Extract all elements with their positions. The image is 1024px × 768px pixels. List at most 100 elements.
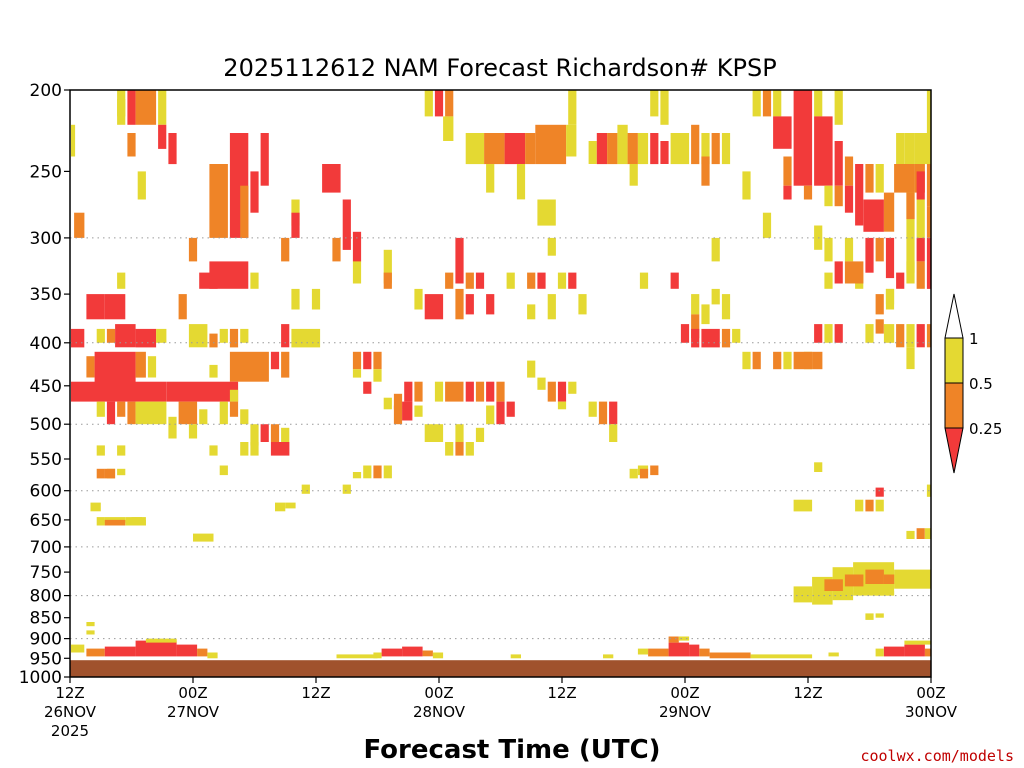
- heatmap-cell: [793, 351, 813, 370]
- heatmap-cell: [168, 133, 177, 165]
- heatmap-cell: [363, 381, 372, 394]
- heatmap-cell: [855, 164, 864, 226]
- heatmap-cell: [678, 636, 690, 641]
- heatmap-cell: [455, 424, 464, 442]
- credit-text: coolwx.com/models: [860, 747, 1014, 765]
- heatmap-cell: [414, 381, 423, 402]
- heatmap-cell: [135, 90, 157, 125]
- heatmap-cell: [342, 199, 351, 250]
- heatmap-cell: [496, 381, 505, 402]
- heatmap-cell: [834, 185, 843, 207]
- heatmap-cell: [71, 328, 85, 348]
- heatmap-cell: [135, 351, 146, 378]
- heatmap-cell: [568, 381, 577, 394]
- heatmap-cell: [465, 133, 485, 165]
- heatmap-cell: [844, 574, 864, 587]
- heatmap-cell: [812, 351, 823, 370]
- heatmap-cell: [865, 613, 874, 620]
- x-tick-label: 12Z: [55, 684, 84, 702]
- heatmap-cell: [270, 351, 280, 370]
- heatmap-cell: [352, 351, 362, 370]
- heatmap-cell: [906, 261, 915, 284]
- heatmap-cell: [332, 237, 341, 262]
- x-tick-label: 30NOV: [905, 703, 958, 721]
- heatmap-cell: [178, 401, 198, 425]
- heatmap-cell: [844, 156, 854, 186]
- heatmap-cell: [639, 468, 649, 479]
- heatmap-cell: [742, 171, 751, 200]
- heatmap-cell: [711, 288, 720, 305]
- heatmap-cell: [883, 646, 905, 657]
- heatmap-cell: [578, 294, 587, 315]
- heatmap-cell: [352, 472, 362, 479]
- heatmap-cell: [373, 351, 382, 370]
- heatmap-cell: [762, 212, 772, 238]
- heatmap-cell: [404, 381, 413, 402]
- heatmap-cell: [281, 237, 290, 262]
- y-tick-label: 250: [30, 162, 62, 182]
- heatmap-cell: [486, 164, 495, 193]
- heatmap-cell: [158, 124, 167, 149]
- heatmap-cell: [424, 294, 444, 320]
- heatmap-cell: [588, 401, 597, 417]
- heatmap-cell: [393, 405, 403, 425]
- heatmap-cells: [71, 90, 931, 659]
- heatmap-cell: [432, 652, 444, 659]
- heatmap-cell: [281, 351, 290, 378]
- heatmap-cell: [773, 90, 782, 117]
- heatmap-cell: [537, 272, 546, 289]
- heatmap-cell: [793, 586, 813, 603]
- heatmap-cell: [609, 424, 618, 442]
- heatmap-cell: [229, 328, 239, 348]
- heatmap-cell: [104, 646, 136, 657]
- heatmap-cell: [609, 401, 618, 425]
- heatmap-cell: [168, 416, 177, 439]
- heatmap-cell: [434, 381, 444, 402]
- heatmap-cell: [834, 324, 843, 343]
- heatmap-cell: [240, 442, 249, 456]
- heatmap-cell: [865, 164, 874, 193]
- heatmap-cell: [166, 381, 239, 402]
- heatmap-cell: [117, 468, 126, 476]
- heatmap-cell: [96, 445, 105, 456]
- heatmap-cell: [691, 294, 700, 315]
- heatmap-cell: [270, 424, 280, 442]
- heatmap-cell: [71, 381, 167, 402]
- heatmap-cell: [475, 427, 485, 442]
- heatmap-cell: [414, 288, 423, 310]
- heatmap-cell: [250, 442, 259, 456]
- heatmap-cell: [865, 499, 874, 512]
- heatmap-cell: [445, 272, 454, 289]
- heatmap-cell: [193, 533, 214, 542]
- heatmap-cell: [742, 351, 751, 370]
- heatmap-cell: [135, 401, 167, 425]
- heatmap-cell: [557, 381, 567, 402]
- heatmap-cell: [883, 192, 895, 232]
- ground-surface: [70, 660, 931, 677]
- y-tick-label: 1000: [19, 668, 62, 688]
- legend-label: 0.25: [969, 420, 1002, 438]
- heatmap-cell: [71, 644, 85, 653]
- heatmap-cell: [209, 333, 218, 348]
- heatmap-cell: [352, 261, 362, 284]
- heatmap-cell: [711, 237, 720, 262]
- heatmap-cell: [701, 328, 720, 348]
- heatmap-cell: [701, 133, 710, 165]
- heatmap-cell: [566, 124, 577, 157]
- legend-bin-0.5-1: [944, 337, 964, 384]
- x-tick-label: 26NOV: [44, 703, 97, 721]
- heatmap-cell: [568, 90, 577, 125]
- heatmap-cell: [219, 465, 228, 476]
- heatmap-cell: [865, 237, 874, 273]
- heatmap-cell: [527, 272, 536, 289]
- heatmap-cell: [660, 141, 669, 164]
- heatmap-cell: [875, 319, 884, 334]
- heatmap-cell: [557, 272, 567, 289]
- x-tick-label: 29NOV: [659, 703, 712, 721]
- heatmap-cell: [86, 630, 95, 635]
- heatmap-cell: [240, 409, 249, 425]
- x-tick-label: 27NOV: [167, 703, 220, 721]
- heatmap-cell: [209, 261, 249, 289]
- heatmap-cell: [445, 442, 454, 456]
- heatmap-cell: [285, 502, 296, 509]
